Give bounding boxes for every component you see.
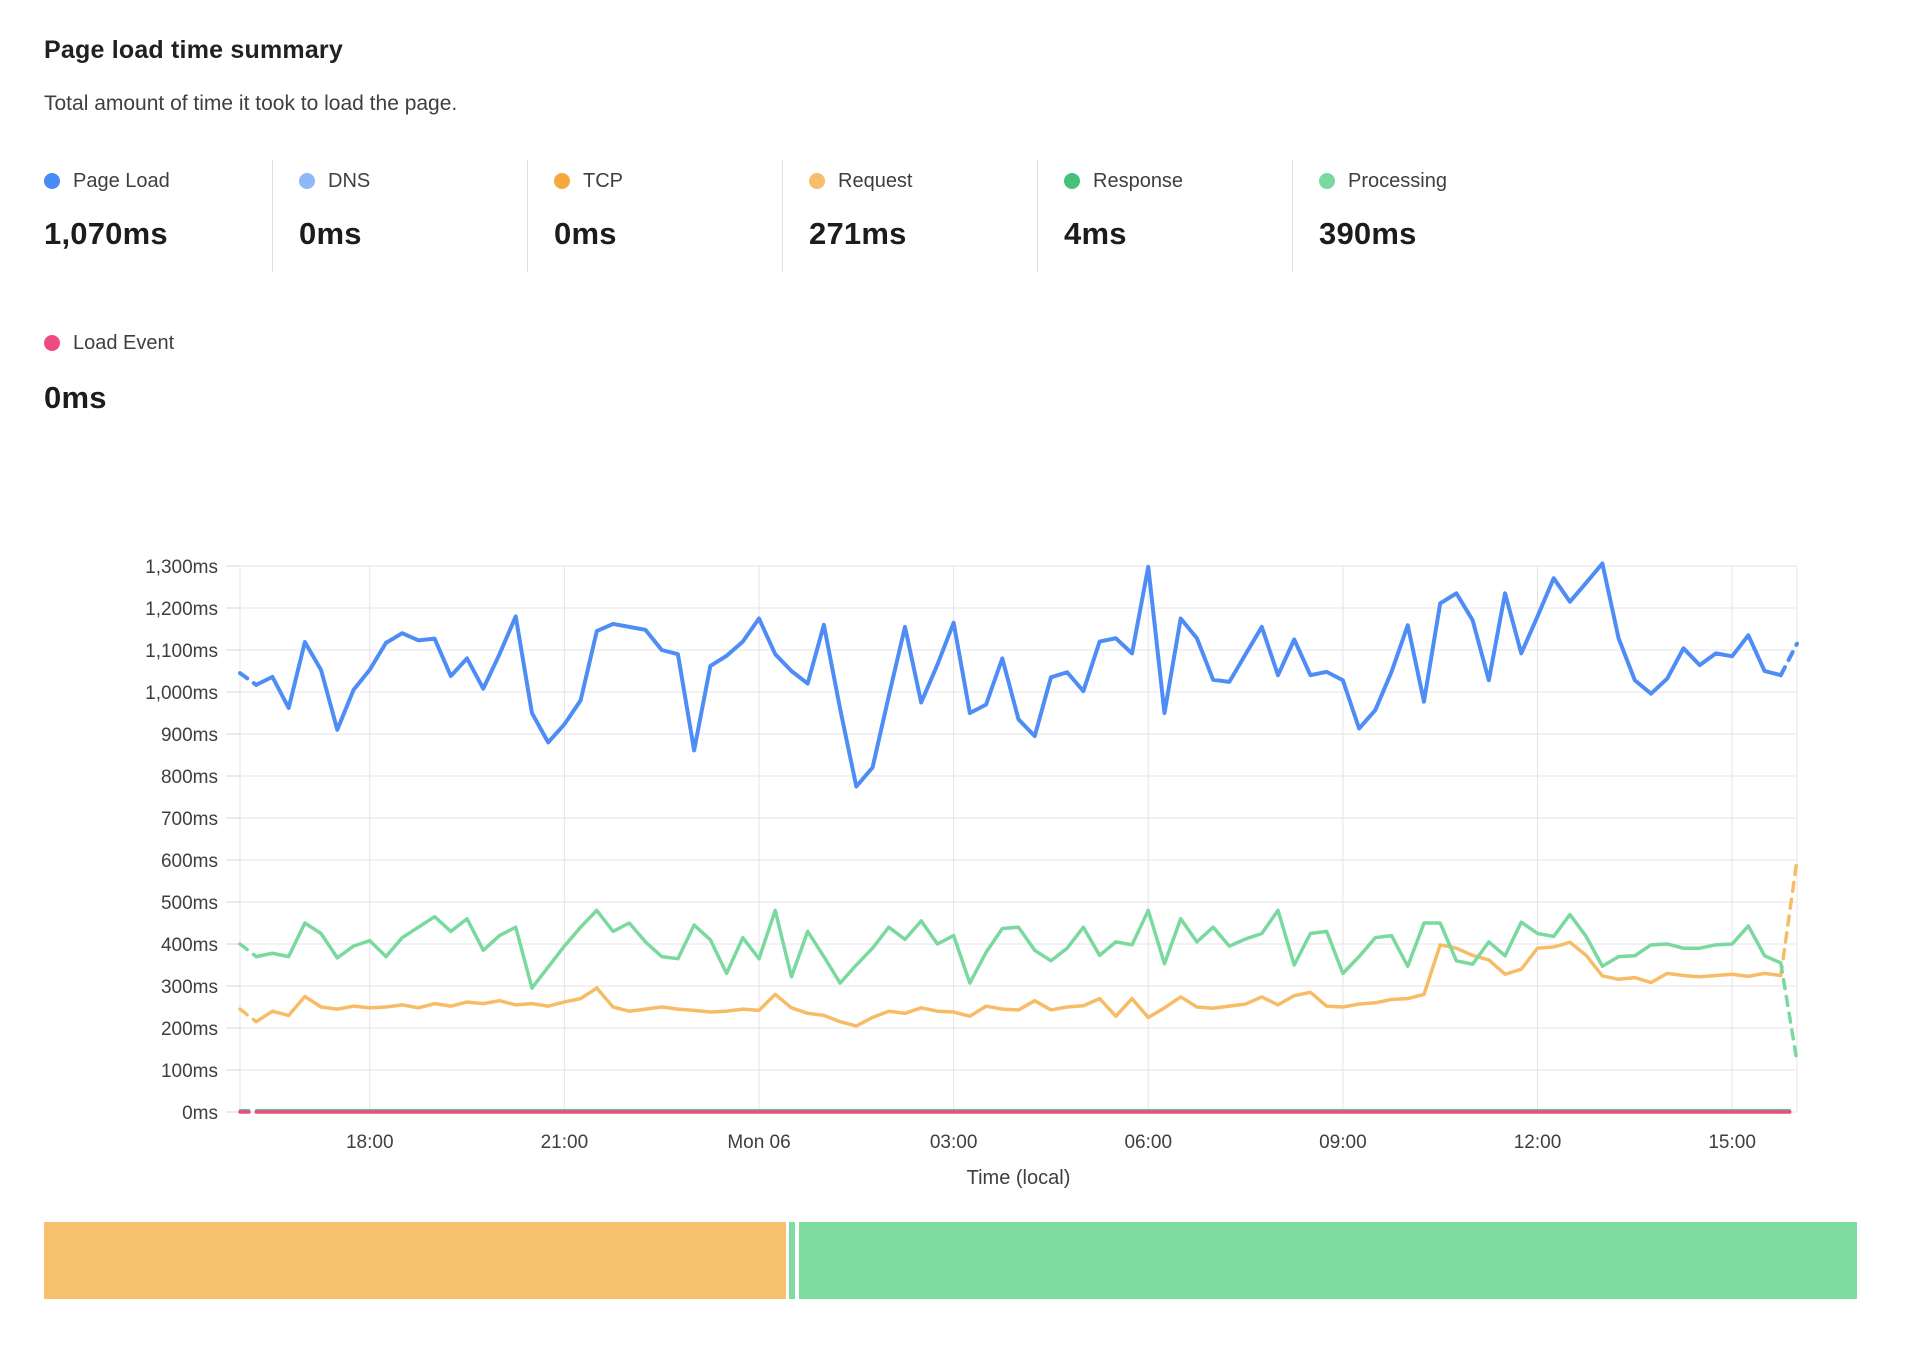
stat-label: Processing — [1348, 169, 1447, 192]
svg-text:800ms: 800ms — [161, 767, 218, 788]
series-processing — [254, 908, 1783, 990]
dns-legend-dot-icon — [299, 173, 315, 189]
svg-text:700ms: 700ms — [161, 809, 218, 830]
stat-request: Request 271ms — [809, 160, 1038, 272]
svg-text:Time (local): Time (local) — [967, 1167, 1071, 1189]
svg-text:900ms: 900ms — [161, 725, 218, 746]
grid-layer — [226, 565, 1798, 1113]
page-load-legend-dot-icon — [44, 173, 60, 189]
svg-text:400ms: 400ms — [161, 935, 218, 956]
svg-text:06:00: 06:00 — [1124, 1132, 1172, 1153]
tcp-legend-dot-icon — [554, 173, 570, 189]
series-page-load-tail — [1778, 641, 1799, 678]
svg-text:100ms: 100ms — [161, 1061, 218, 1082]
page-title: Page load time summary — [44, 36, 343, 64]
timeline-segment[interactable] — [789, 1222, 795, 1299]
svg-text:09:00: 09:00 — [1319, 1132, 1367, 1153]
svg-text:1,100ms: 1,100ms — [145, 641, 218, 662]
svg-text:1,200ms: 1,200ms — [145, 599, 218, 620]
stat-value: 4ms — [1064, 216, 1127, 251]
svg-text:21:00: 21:00 — [541, 1132, 589, 1153]
load-time-chart-canvas[interactable]: 0ms 100ms 200ms 300ms 400ms 500ms 600ms 700ms 80… — [0, 430, 1910, 1200]
stat-label: TCP — [583, 169, 623, 192]
svg-text:18:00: 18:00 — [346, 1132, 394, 1153]
stat-response: Response 4ms — [1064, 160, 1293, 272]
stat-dns: DNS 0ms — [299, 160, 528, 272]
stat-page-load: Page Load 1,070ms — [44, 160, 273, 272]
stat-value: 1,070ms — [44, 216, 168, 251]
response-legend-dot-icon — [1064, 173, 1080, 189]
series-page-load — [254, 561, 1783, 789]
timeline-status-strip[interactable] — [44, 1222, 1857, 1299]
svg-text:300ms: 300ms — [161, 977, 218, 998]
series-request-lead — [238, 1007, 258, 1024]
stat-value: 0ms — [299, 216, 362, 251]
series-layer — [238, 561, 1799, 1114]
timeline-segment[interactable] — [794, 1222, 800, 1299]
timeline-segment[interactable] — [785, 1222, 790, 1299]
stat-value: 0ms — [44, 380, 107, 415]
stat-label: Load Event — [73, 331, 175, 354]
stat-label: Request — [838, 169, 913, 192]
svg-text:12:00: 12:00 — [1514, 1132, 1562, 1153]
svg-text:Mon 06: Mon 06 — [727, 1132, 790, 1153]
stat-value: 0ms — [554, 216, 617, 251]
stat-tcp: TCP 0ms — [554, 160, 783, 272]
stat-load-event: Load Event 0ms — [44, 330, 174, 416]
timeline-segment[interactable] — [44, 1222, 786, 1299]
svg-text:15:00: 15:00 — [1708, 1132, 1756, 1153]
series-page-load-lead — [238, 671, 259, 687]
svg-text:03:00: 03:00 — [930, 1132, 978, 1153]
stat-value: 271ms — [809, 216, 907, 251]
timeline-segment[interactable] — [799, 1222, 1857, 1299]
svg-text:200ms: 200ms — [161, 1019, 218, 1040]
request-legend-dot-icon — [809, 173, 825, 189]
svg-text:1,000ms: 1,000ms — [145, 683, 218, 704]
stat-label: DNS — [328, 169, 371, 192]
series-request — [254, 940, 1783, 1028]
load-time-chart[interactable]: 0ms 100ms 200ms 300ms 400ms 500ms 600ms 700ms 80… — [0, 430, 1910, 1200]
svg-text:600ms: 600ms — [161, 851, 218, 872]
stat-value: 390ms — [1319, 216, 1417, 251]
processing-legend-dot-icon — [1319, 173, 1335, 189]
load-event-legend-dot-icon — [44, 335, 60, 351]
series-processing-tail — [1779, 961, 1799, 1064]
stat-label: Page Load — [73, 169, 170, 192]
axis-labels-layer: 0ms 100ms 200ms 300ms 400ms 500ms 600ms 700ms 80… — [145, 557, 1756, 1189]
series-request-tail — [1779, 858, 1799, 978]
stat-label: Response — [1093, 169, 1184, 192]
page-subtitle: Total amount of time it took to load the… — [44, 92, 458, 115]
series-processing-lead — [238, 942, 258, 959]
svg-text:1,300ms: 1,300ms — [145, 557, 218, 578]
svg-text:0ms: 0ms — [182, 1103, 218, 1124]
svg-text:500ms: 500ms — [161, 893, 218, 914]
stat-processing: Processing 390ms — [1319, 160, 1547, 272]
summary-stats-row: Page Load 1,070ms DNS 0ms TCP 0ms Reques… — [44, 160, 1573, 272]
